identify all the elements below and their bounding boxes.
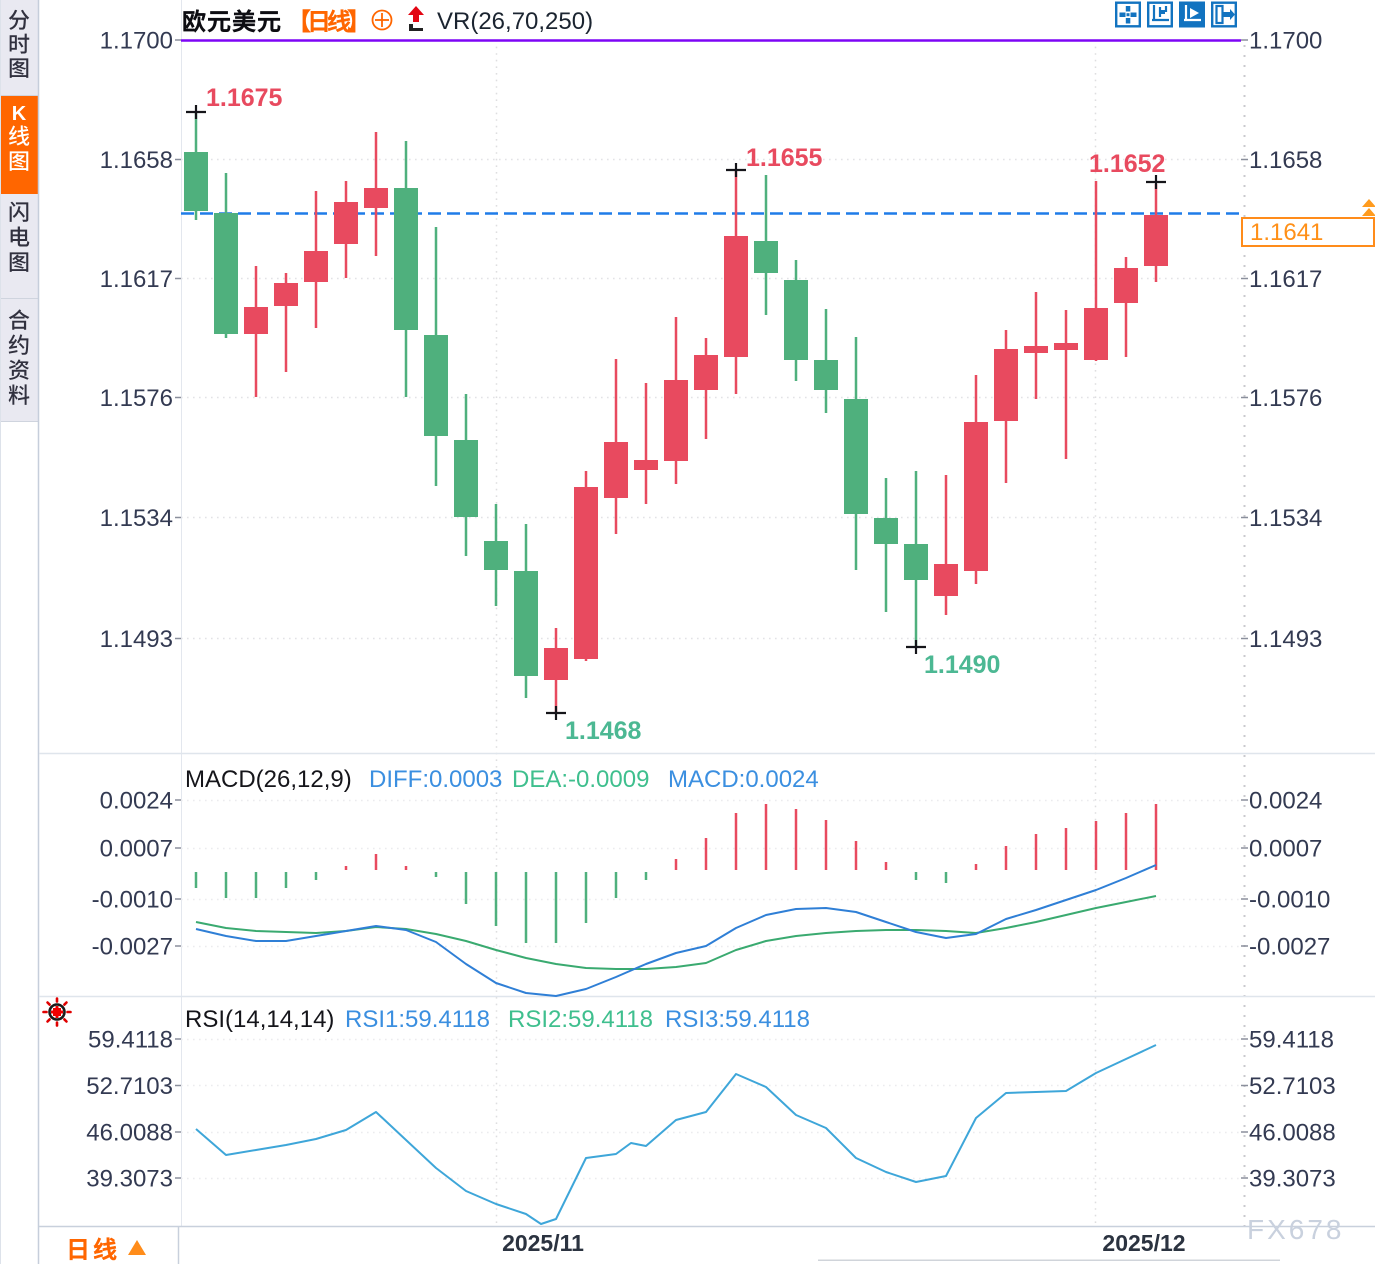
- svg-text:1.1658: 1.1658: [100, 147, 173, 174]
- svg-text:39.3073: 39.3073: [86, 1166, 173, 1193]
- svg-text:VR(26,70,250): VR(26,70,250): [437, 8, 593, 35]
- svg-text:RSI3:59.4118: RSI3:59.4118: [665, 1006, 810, 1033]
- svg-text:FX678: FX678: [1247, 1214, 1345, 1245]
- svg-text:1.1700: 1.1700: [100, 28, 173, 55]
- svg-text:RSI2:59.4118: RSI2:59.4118: [508, 1006, 653, 1033]
- svg-text:1.1493: 1.1493: [100, 626, 173, 653]
- svg-text:MACD(26,12,9): MACD(26,12,9): [185, 766, 352, 793]
- svg-text:1.1534: 1.1534: [1249, 505, 1322, 532]
- svg-text:1.1468: 1.1468: [565, 717, 642, 745]
- svg-text:1.1576: 1.1576: [1249, 385, 1322, 412]
- svg-text:K: K: [12, 103, 27, 125]
- svg-text:59.4118: 59.4118: [1249, 1027, 1334, 1054]
- svg-text:1.1490: 1.1490: [924, 651, 1000, 679]
- svg-text:52.7103: 52.7103: [1249, 1073, 1336, 1100]
- svg-text:1.1641: 1.1641: [1250, 219, 1323, 246]
- svg-text:46.0088: 46.0088: [1249, 1120, 1336, 1147]
- svg-text:0.0024: 0.0024: [1249, 788, 1322, 815]
- svg-text:1.1700: 1.1700: [1249, 28, 1322, 55]
- svg-text:1.1576: 1.1576: [100, 385, 173, 412]
- svg-text:2025/11: 2025/11: [502, 1230, 584, 1256]
- svg-text:-0.0027: -0.0027: [1249, 934, 1330, 961]
- svg-text:0.0007: 0.0007: [100, 836, 173, 863]
- svg-text:1.1652: 1.1652: [1089, 150, 1165, 178]
- svg-text:-0.0010: -0.0010: [1249, 887, 1330, 914]
- svg-text:1.1655: 1.1655: [746, 144, 823, 172]
- svg-text:RSI(14,14,14): RSI(14,14,14): [185, 1006, 334, 1033]
- svg-text:2025/12: 2025/12: [1102, 1230, 1185, 1256]
- svg-text:46.0088: 46.0088: [86, 1120, 173, 1147]
- svg-text:0.0024: 0.0024: [100, 788, 173, 815]
- svg-text:1.1617: 1.1617: [100, 266, 173, 293]
- svg-text:0.0007: 0.0007: [1249, 836, 1322, 863]
- svg-text:MACD:0.0024: MACD:0.0024: [668, 766, 819, 793]
- svg-text:-0.0010: -0.0010: [92, 887, 173, 914]
- svg-text:1.1534: 1.1534: [100, 505, 173, 532]
- svg-text:RSI1:59.4118: RSI1:59.4118: [345, 1006, 490, 1033]
- svg-text:39.3073: 39.3073: [1249, 1166, 1336, 1193]
- svg-text:59.4118: 59.4118: [88, 1027, 173, 1054]
- svg-text:DIFF:0.0003: DIFF:0.0003: [369, 766, 502, 793]
- svg-text:1.1675: 1.1675: [206, 84, 283, 112]
- svg-text:1.1493: 1.1493: [1249, 626, 1322, 653]
- svg-text:DEA:-0.0009: DEA:-0.0009: [512, 766, 649, 793]
- svg-text:52.7103: 52.7103: [86, 1073, 173, 1100]
- svg-text:1.1617: 1.1617: [1249, 266, 1322, 293]
- svg-text:1.1658: 1.1658: [1249, 147, 1322, 174]
- svg-text:-0.0027: -0.0027: [92, 934, 173, 961]
